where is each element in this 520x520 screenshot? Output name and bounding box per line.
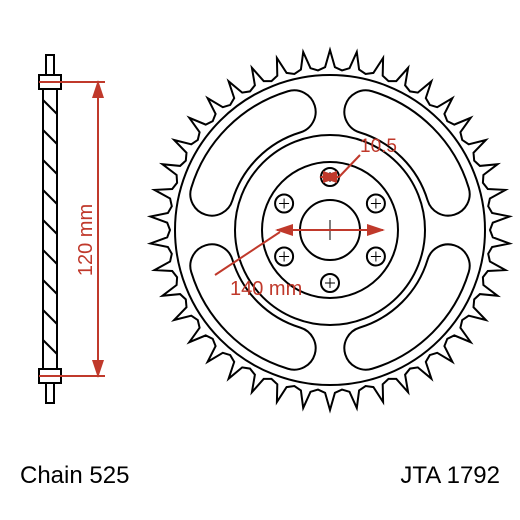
diagram-container: 120 mm 140 mm 10.5 Chain 525 JTA 1792 bbox=[0, 0, 520, 520]
dimension-140-label: 140 mm bbox=[230, 278, 302, 300]
dimension-10-5-label: 10.5 bbox=[360, 136, 397, 157]
dimension-120-label: 120 mm bbox=[75, 204, 97, 276]
part-number-label: JTA 1792 bbox=[400, 462, 500, 490]
side-view bbox=[39, 55, 61, 403]
technical-drawing: 120 mm 140 mm 10.5 bbox=[0, 0, 520, 520]
chain-spec-label: Chain 525 bbox=[20, 462, 129, 490]
